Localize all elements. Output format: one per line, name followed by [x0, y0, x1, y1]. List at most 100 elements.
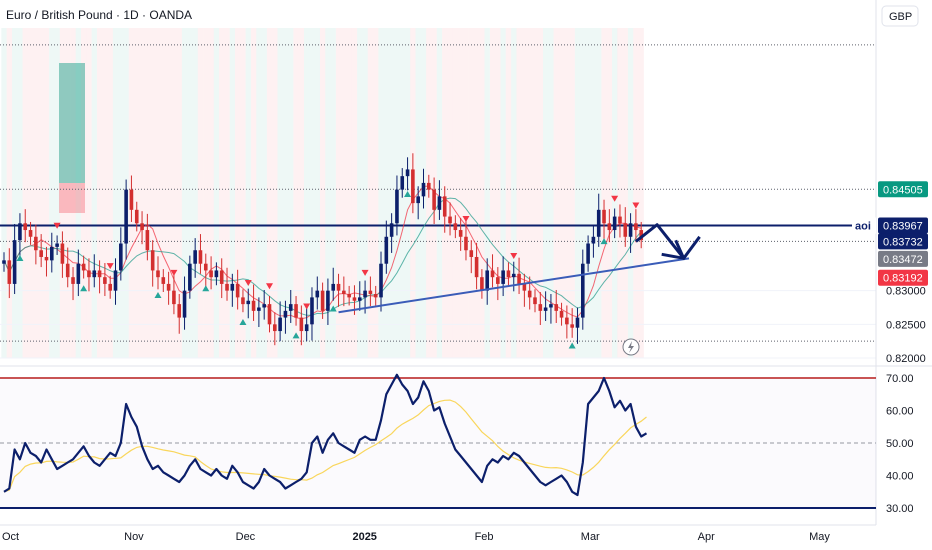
candle-body — [156, 270, 160, 278]
signal-band — [388, 28, 395, 358]
signal-markers — [16, 190, 640, 349]
candle-body — [506, 270, 511, 278]
buy-signal-marker — [568, 342, 576, 349]
signal-band — [118, 28, 124, 358]
signal-band — [373, 28, 379, 358]
candle — [395, 175, 399, 236]
candle-body — [129, 189, 134, 210]
candle — [241, 289, 245, 313]
signal-band — [468, 28, 474, 358]
candle-body — [150, 250, 155, 271]
candle-body — [469, 250, 474, 257]
candle-body — [357, 297, 362, 301]
candle-body — [7, 260, 12, 284]
candle — [400, 168, 405, 198]
candle — [628, 213, 633, 253]
signal-band — [564, 28, 570, 358]
signal-band — [351, 28, 358, 358]
candle — [326, 278, 330, 325]
signal-band — [203, 28, 209, 358]
time-tick-label: 2025 — [352, 531, 376, 543]
signal-band — [505, 28, 512, 358]
aoi-label: aoi — [855, 221, 871, 233]
signal-band — [325, 28, 331, 358]
signal-band — [569, 28, 575, 358]
candle-body — [246, 300, 251, 305]
candle-body — [182, 290, 187, 318]
candle — [612, 208, 617, 239]
candle-body — [71, 277, 75, 284]
candle — [34, 224, 38, 265]
candle — [543, 291, 548, 321]
signal-band — [59, 28, 66, 358]
signal-band — [165, 28, 172, 358]
candle — [294, 296, 298, 326]
candle-body — [623, 223, 628, 237]
sell-signal-marker — [170, 269, 178, 276]
signal-band — [245, 28, 251, 358]
candle-body — [49, 246, 54, 261]
highlight-box — [59, 63, 85, 183]
signal-band — [54, 28, 60, 358]
candle-body — [336, 283, 341, 291]
time-tick-label: Nov — [124, 531, 144, 543]
candle — [490, 254, 495, 288]
candle — [368, 276, 373, 307]
candle-body — [283, 310, 288, 318]
price-label-box — [878, 181, 928, 198]
candle-body — [485, 270, 490, 291]
candle — [580, 249, 585, 330]
signal-band — [367, 28, 374, 358]
signal-band — [282, 28, 289, 358]
signal-band — [176, 28, 182, 358]
signal-band — [601, 28, 607, 358]
signal-band — [357, 28, 363, 358]
candle — [501, 256, 505, 297]
signal-band — [527, 28, 533, 358]
candle-body — [389, 223, 394, 237]
candle — [533, 289, 537, 313]
candle-body — [55, 243, 59, 247]
candle — [416, 186, 420, 220]
candle-body — [533, 297, 537, 305]
price-label: 0.83192 — [883, 273, 923, 285]
candle — [7, 248, 12, 299]
candle — [458, 217, 463, 251]
candle — [565, 305, 569, 339]
signal-band — [516, 28, 522, 358]
candle — [182, 276, 187, 330]
candle-body — [198, 250, 203, 264]
candle — [464, 220, 468, 261]
candle — [108, 275, 112, 299]
currency-button[interactable]: GBP — [881, 5, 919, 27]
candle — [602, 199, 606, 240]
candle-body — [304, 324, 309, 332]
candle — [304, 308, 309, 342]
price-labels: 0.84505 aoi 0.83967 0.83732 0.83472 0.83192 — [852, 181, 928, 286]
candle-body — [294, 304, 298, 318]
currency-label: GBP — [889, 11, 912, 23]
signal-band — [277, 28, 283, 358]
candle-body — [379, 263, 383, 298]
candle-body — [320, 290, 325, 311]
candle — [586, 235, 590, 272]
candle-body — [44, 256, 49, 261]
candle — [119, 227, 123, 281]
candle-body — [18, 223, 22, 241]
price-label-box — [878, 233, 928, 250]
buy-signal-marker — [80, 285, 88, 292]
candle — [203, 253, 208, 287]
candle — [55, 235, 59, 255]
signal-band — [288, 28, 294, 358]
candle-body — [39, 250, 43, 257]
signal-band — [548, 28, 554, 358]
candle-body — [188, 263, 192, 291]
aoi-label-bg — [852, 217, 876, 234]
candle — [18, 213, 22, 257]
candle — [235, 269, 240, 310]
candle-body — [34, 236, 38, 251]
candle-body — [416, 196, 420, 204]
candle-body — [225, 283, 229, 291]
candle — [278, 301, 282, 342]
